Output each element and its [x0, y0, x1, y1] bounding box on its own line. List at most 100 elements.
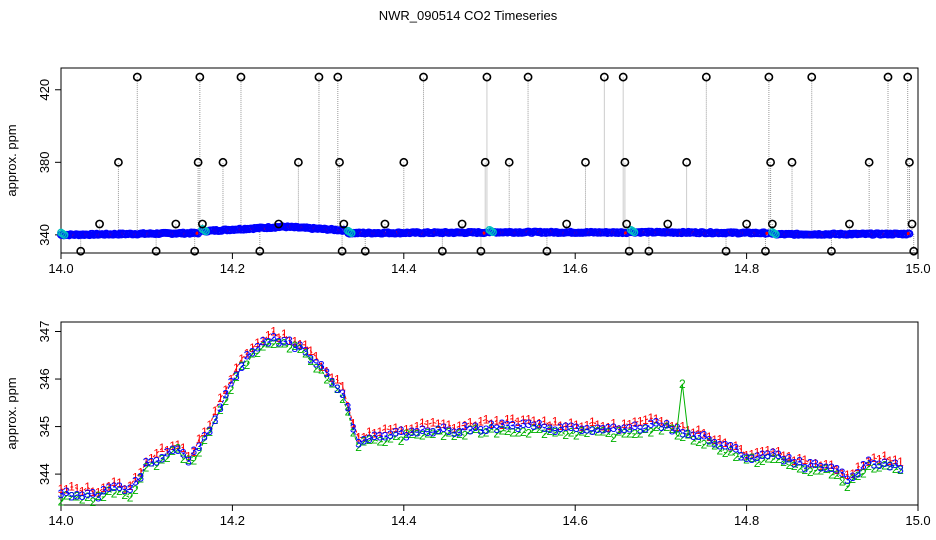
- series-symbol: 1: [79, 484, 86, 498]
- series-symbol: 3: [865, 454, 872, 468]
- series-symbol: 3: [839, 466, 846, 480]
- series-symbol: 1: [839, 467, 846, 481]
- series-symbol: 3: [58, 487, 65, 501]
- series-symbol: 1: [281, 327, 288, 341]
- series-symbol: 1: [748, 448, 755, 462]
- series-symbol: 1: [632, 415, 639, 429]
- chart-title: NWR_090514 CO2 Timeseries: [378, 8, 558, 23]
- series-symbol: 1: [84, 480, 91, 494]
- bottom-y-tick-label: 347: [37, 321, 52, 343]
- series-symbol: 1: [775, 445, 782, 459]
- series-symbol: 1: [366, 425, 373, 439]
- series-symbol: 1: [892, 453, 899, 467]
- series-symbol: 2: [254, 346, 261, 360]
- series-symbol: 2: [424, 426, 431, 440]
- baseline-accent-point: [347, 229, 356, 238]
- outlier-point: [419, 72, 428, 82]
- series-symbol: 2: [281, 337, 288, 351]
- series-symbol: 1: [461, 418, 468, 432]
- outlier-point: [542, 246, 552, 256]
- series-symbol: 2: [679, 430, 686, 444]
- baseline-accent-point: [771, 230, 780, 239]
- baseline-marker: [195, 231, 199, 235]
- series-symbol: 2: [573, 429, 580, 443]
- series-symbol: 2: [276, 336, 283, 350]
- series-symbol: 1: [387, 423, 394, 437]
- series-symbol: 3: [488, 418, 495, 432]
- series-symbol: 3: [600, 422, 607, 436]
- series-symbol: 1: [663, 417, 670, 431]
- series-symbol: 1: [695, 423, 702, 437]
- series-symbol: 1: [669, 419, 676, 433]
- series-symbol: 2: [398, 434, 405, 448]
- series-symbol: 2: [132, 483, 139, 497]
- series-symbol: 2: [546, 424, 553, 438]
- series-symbol: 3: [499, 417, 506, 431]
- series-symbol: 1: [546, 419, 553, 433]
- series-symbol: 3: [127, 482, 134, 496]
- annotation-symbol: 2: [679, 377, 686, 391]
- series-symbol: 3: [568, 420, 575, 434]
- series-symbol: 3: [541, 421, 548, 435]
- series-symbol: 2: [552, 425, 559, 439]
- series-symbol: 2: [446, 426, 453, 440]
- series-symbol: 2: [116, 484, 123, 498]
- series-symbol: 2: [653, 420, 660, 434]
- top-panel: 14.0 14.2 14.4 14.6 14.8 15.0 340 380 420 approx.…: [4, 67, 931, 276]
- series-symbol: 3: [775, 448, 782, 462]
- series-symbol: 2: [121, 488, 128, 502]
- series-symbol: 1: [791, 454, 798, 468]
- top-data-layer: [57, 72, 919, 256]
- series-symbol: 1: [212, 404, 219, 418]
- series-symbol: 2: [84, 490, 91, 504]
- series-symbol: 1: [297, 338, 304, 352]
- series-symbol: 3: [812, 457, 819, 471]
- series-symbol: 3: [860, 458, 867, 472]
- series-symbol: 3: [509, 419, 516, 433]
- outlier-point: [907, 219, 917, 229]
- series-symbol: 1: [865, 455, 872, 469]
- series-symbol: 3: [398, 424, 405, 438]
- top-x-tick-label: 15.0: [905, 261, 930, 276]
- outlier-point: [198, 219, 207, 229]
- outlier-point: [132, 72, 142, 82]
- series-symbol: 2: [717, 444, 724, 458]
- series-symbol: 2: [387, 432, 394, 446]
- series-symbol: 2: [265, 337, 272, 351]
- series-symbol: 3: [754, 450, 761, 464]
- series-symbol: 2: [621, 426, 628, 440]
- series-symbol: 1: [525, 413, 532, 427]
- series-symbol: 3: [387, 428, 394, 442]
- series-symbol: 3: [414, 425, 421, 439]
- series-symbol: 2: [440, 429, 447, 443]
- series-symbol: 3: [663, 418, 670, 432]
- series-symbol: 3: [589, 424, 596, 438]
- series-symbol: 1: [552, 414, 559, 428]
- series-symbol: 1: [499, 418, 506, 432]
- series-symbol: 1: [578, 420, 585, 434]
- series-symbol: 1: [764, 443, 771, 457]
- series-symbol: 2: [727, 444, 734, 458]
- series-symbol: 2: [626, 426, 633, 440]
- bottom-y-tick-label: 344: [37, 463, 52, 485]
- series-symbol: 3: [669, 423, 676, 437]
- series-symbol: 3: [222, 387, 229, 401]
- series-symbol: 1: [313, 350, 320, 364]
- series-symbol: 2: [318, 363, 325, 377]
- outlier-point: [274, 219, 284, 229]
- series-symbol: 3: [132, 475, 139, 489]
- series-symbol: 2: [764, 452, 771, 466]
- series-symbol: 2: [807, 465, 814, 479]
- series-symbol: 1: [541, 414, 548, 428]
- series-symbol: 2: [451, 429, 458, 443]
- series-symbol: 2: [658, 424, 665, 438]
- series-symbol: 2: [345, 405, 352, 419]
- series-symbol: 2: [334, 382, 341, 396]
- series-symbol: 2: [663, 420, 670, 434]
- series-symbol: 3: [244, 349, 251, 363]
- series-symbol: 1: [100, 481, 107, 495]
- series-symbol: 1: [270, 324, 277, 338]
- series-symbol: 2: [206, 425, 213, 439]
- series-symbol: 2: [217, 403, 224, 417]
- series-symbol: 3: [637, 423, 644, 437]
